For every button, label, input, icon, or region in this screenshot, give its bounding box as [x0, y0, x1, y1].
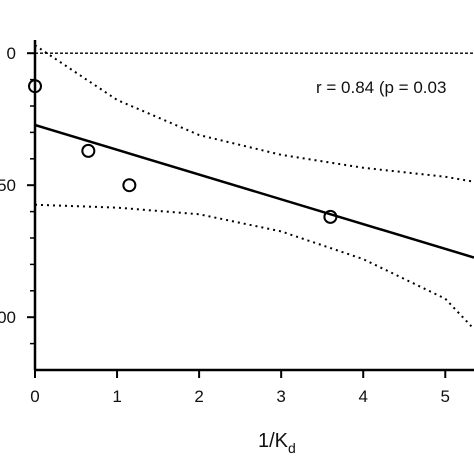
x-tick-label: 3 — [276, 387, 285, 406]
x-tick-label: 5 — [441, 387, 450, 406]
confidence-band — [34, 203, 474, 330]
x-tick-label: 4 — [358, 387, 367, 406]
y-tick-label: -50 — [0, 176, 16, 195]
x-label-sub: d — [288, 440, 296, 456]
confidence-band — [34, 44, 474, 183]
x-label-main: 1/K — [258, 430, 289, 452]
x-tick-label: 2 — [194, 387, 203, 406]
y-tick-label: -100 — [0, 308, 16, 327]
x-tick-label: 1 — [112, 387, 121, 406]
data-point — [28, 79, 42, 94]
y-tick-label: 0 — [7, 44, 16, 63]
x-tick-label: 0 — [30, 387, 39, 406]
annotation: r = 0.84 (p = 0.03 — [316, 78, 446, 97]
regression-line — [34, 123, 474, 259]
data-point — [122, 178, 137, 193]
data-point — [323, 209, 338, 224]
x-axis-label: 1/Kd — [258, 430, 296, 456]
data-point — [81, 143, 96, 158]
